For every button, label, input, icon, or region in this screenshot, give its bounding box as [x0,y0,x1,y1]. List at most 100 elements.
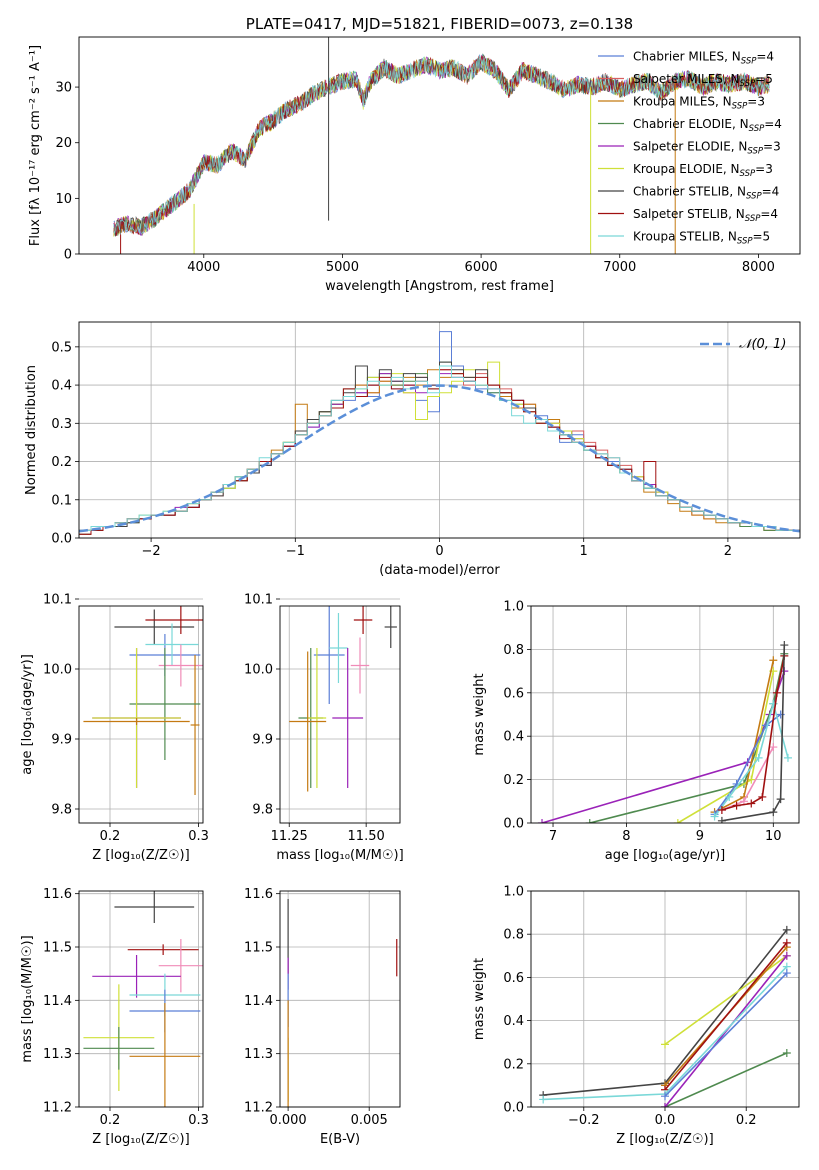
legend-label: Salpeter ELODIE, NSSP=3 [633,140,781,157]
x-tick-label: 0.2 [100,829,121,844]
y-axis-label: mass weight [472,958,487,1040]
y-tick-label: 0.8 [503,928,524,943]
y-tick-label: 11.6 [43,887,72,902]
x-axis-label: Z [log₁₀(Z/Z☉)] [92,1132,189,1147]
x-tick-label: −0.2 [568,1113,600,1128]
errorbar-point [145,623,199,666]
errorbar-point [127,944,199,955]
y-tick-label: 1.0 [503,885,524,900]
y-tick-label: 0.0 [503,1101,524,1116]
y-tick-label: 0.0 [503,817,524,832]
x-tick-label: 2 [724,544,732,559]
y-tick-label: 10.0 [244,663,273,678]
histogram-step [79,365,800,538]
x-tick-label: 9 [696,829,704,844]
x-tick-label: 8 [622,829,630,844]
errorbar-point [145,606,203,634]
weight-marker [585,819,594,823]
y-tick-label: 0.4 [503,730,524,745]
y-tick-label: 11.4 [43,994,72,1009]
y-axis-label: mass weight [472,673,487,755]
x-axis-label: mass [log₁₀(M/M☉)] [276,848,403,863]
spectrum-legend: Chabrier MILES, NSSP=4 Salpeter MILES, NS… [598,50,782,247]
errorbar-point [114,891,195,923]
errorbar-point [353,606,373,634]
weight-marker [717,805,726,814]
x-tick-label: 10 [765,829,782,844]
y-tick-label: 9.8 [51,803,72,818]
y-tick-label: 11.2 [244,1101,273,1116]
legend-label: Salpeter MILES, NSSP=5 [633,72,773,89]
x-axis-label: Z [log₁₀(Z/Z☉)] [92,848,189,863]
errorbar-point [83,718,190,725]
mass_vs_Z-axes: 0.2 0.3 11.2 11.3 11.4 11.5 11.6 Z [log₁₀(Z/Z☉)… [20,887,209,1147]
errorbar-points [83,891,203,1107]
errorbar-point [289,651,327,792]
legend-label: Kroupa MILES, NSSP=3 [633,95,765,112]
y-tick-label: 0 [64,248,72,263]
y-tick-label: 0.2 [503,1057,524,1072]
weight-marker [661,1092,669,1101]
weight-marker [673,819,682,823]
x-tick-label: 7000 [603,260,636,275]
errorbar-points [287,899,398,1107]
age_vs_Z-frame [78,605,204,824]
y-tick-label: 0.2 [51,455,72,470]
y-tick-label: 30 [55,81,72,96]
y-tick-label: 10.1 [43,593,72,608]
y-tick-label: 11.2 [43,1101,72,1116]
weight-series [589,653,786,823]
y-tick-label: 0.3 [51,417,72,432]
weight-marker [772,688,781,697]
x-tick-label: 6000 [465,260,498,275]
x-tick-label: 0.2 [736,1113,757,1128]
legend-label: 𝒩(0, 1) [739,337,786,352]
weight-marker [782,925,791,934]
weight-marker [661,1040,669,1049]
x-tick-label: 0.2 [100,1113,121,1128]
errorbar-point [129,648,201,760]
legend-label: Kroupa STELIB, NSSP=5 [633,230,770,247]
weight-lines [538,641,792,823]
spectrum-lines [113,37,770,254]
errorbar-point [332,648,364,788]
y-tick-label: 0.5 [51,340,72,355]
x-axis-label: wavelength [Angstrom, rest frame] [325,279,554,294]
weight_vs_age-frame [530,605,800,824]
x-axis-label: age [log₁₀(age/yr)] [605,848,726,863]
residuals-axes: −2 −1 0 1 2 0.0 0.1 0.2 0.3 0.4 0.5 (data-model)/er… [24,322,800,578]
x-tick-label: 5000 [326,260,359,275]
weight-series [664,942,788,1091]
weight-marker [769,656,778,665]
weight-marker [539,1095,548,1104]
errorbar-point [313,606,345,704]
y-tick-label: 0.6 [503,686,524,701]
chart-title: PLATE=0417, MJD=51821, FIBERID=0073, z=0… [246,15,633,33]
mass_vs_ebv-frame [279,890,401,1108]
x-tick-label: 7 [549,829,557,844]
errorbar-points [83,606,203,795]
weight-marker [710,812,719,821]
age_vs_mass-frame [279,605,401,824]
weight-marker [782,969,791,978]
weight-marker [661,1103,669,1107]
x-tick-label: 0.0 [655,1113,676,1128]
weight_vs_Z-frame [530,890,800,1108]
y-tick-label: 0.8 [503,643,524,658]
weight-marker [783,753,792,762]
y-tick-label: 10 [55,192,72,207]
errorbar-point [158,939,203,993]
errorbar-points [289,606,397,792]
errorbar-point [384,606,397,648]
y-tick-label: 11.5 [244,941,273,956]
legend-label: Salpeter STELIB, NSSP=4 [633,207,778,224]
weight-marker [776,795,785,804]
legend-label: Kroupa ELODIE, NSSP=3 [633,162,773,179]
y-tick-label: 0.4 [51,379,72,394]
spectrum-frame [78,36,801,255]
weight-marker [747,799,756,808]
weight-marker [758,792,767,801]
y-axis-label: Flux [fλ 10⁻¹⁷ erg cm⁻² s⁻¹ A⁻¹] [28,45,43,246]
weight-marker [769,743,778,752]
